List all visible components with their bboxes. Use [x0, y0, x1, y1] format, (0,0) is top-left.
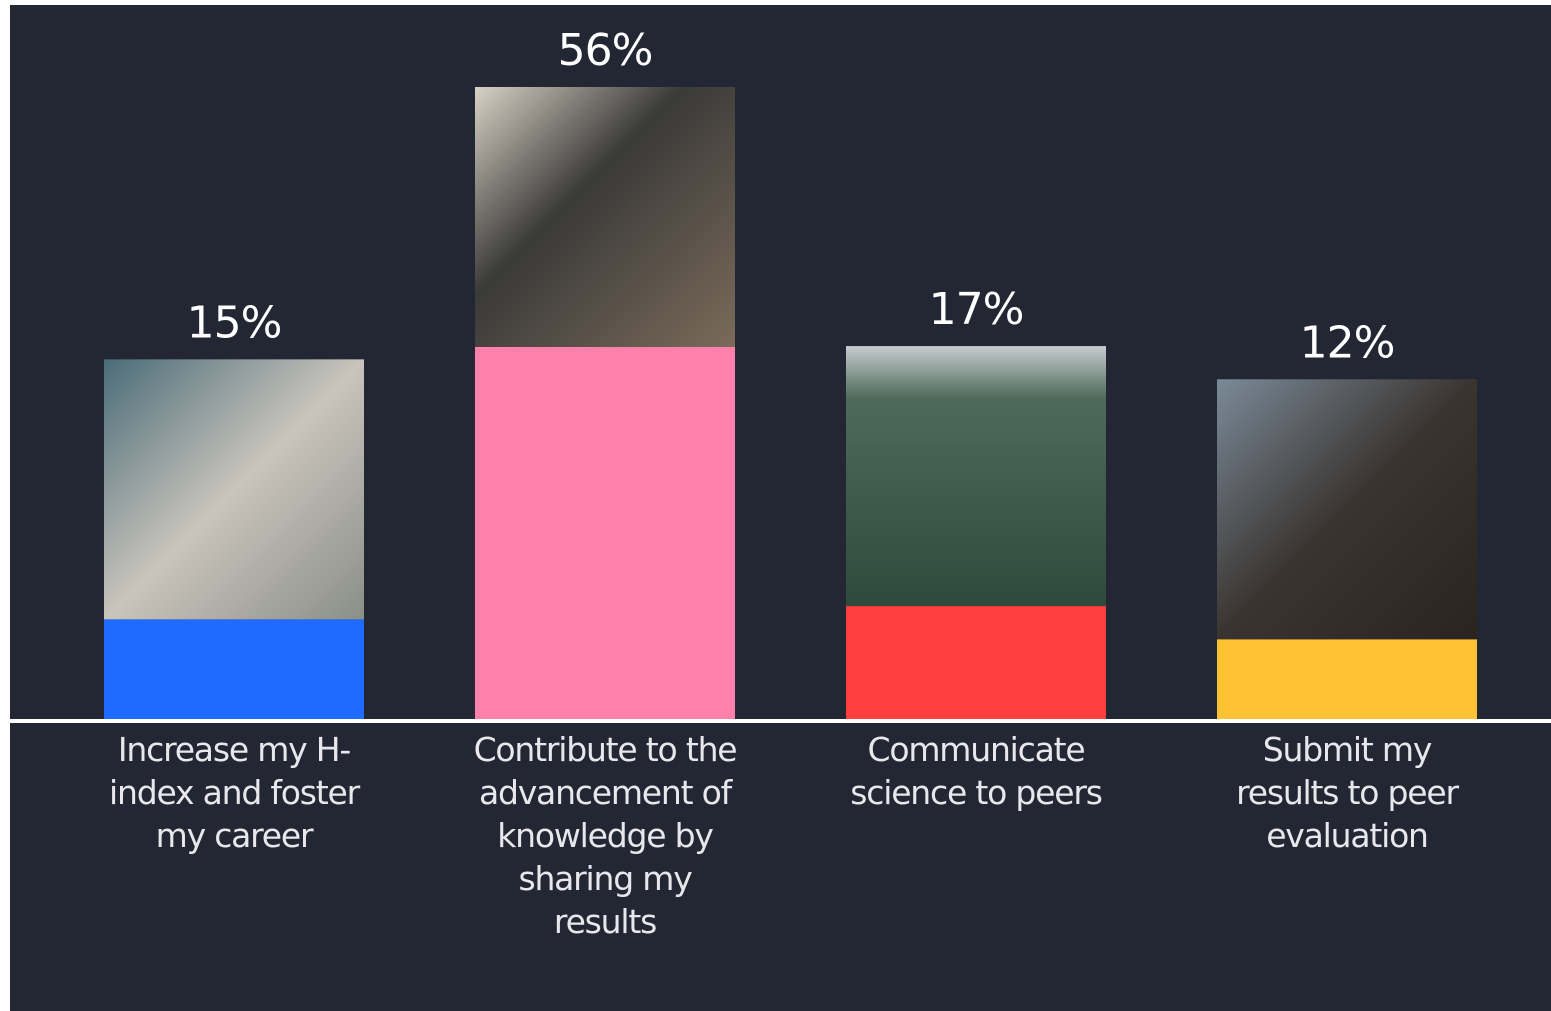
- category-label: Communicate science to peers: [850, 730, 1103, 812]
- bar-photo: [846, 346, 1106, 607]
- bar-photo: [1217, 379, 1477, 640]
- value-label: 56%: [558, 25, 653, 76]
- value-label: 12%: [1300, 317, 1395, 368]
- bar: [475, 347, 735, 719]
- bar: [1217, 639, 1477, 719]
- bar-photo: [104, 359, 364, 620]
- category-label: Increase my H-index and foster my career: [109, 730, 360, 855]
- category-label: Submit my results to peer evaluation: [1236, 730, 1459, 855]
- bar-photo: [475, 87, 735, 347]
- bar: [104, 619, 364, 719]
- value-label: 17%: [929, 284, 1024, 335]
- bar: [846, 606, 1106, 719]
- category-label: Contribute to the advancement of knowled…: [473, 730, 738, 941]
- value-label: 15%: [187, 297, 282, 348]
